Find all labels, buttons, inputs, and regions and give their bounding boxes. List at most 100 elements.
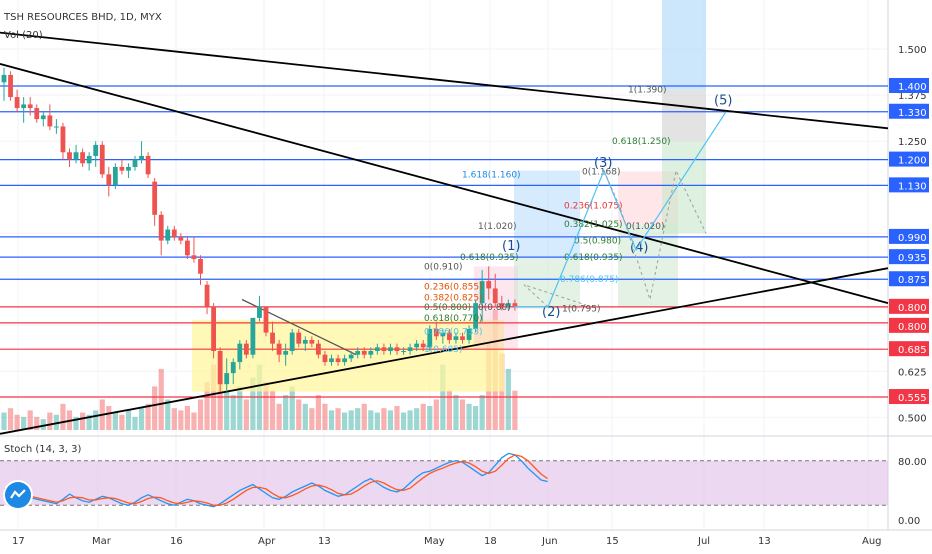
candle-body (211, 306, 216, 352)
volume-bar (473, 406, 479, 430)
time-tick-label: 15 (606, 536, 619, 547)
price-axis-badge-red (889, 341, 929, 357)
candle-body (165, 229, 171, 241)
price-tick-label: 1.250 (898, 137, 927, 148)
fib-label-right: 0.618(0.935) (564, 253, 623, 263)
volume-bar (243, 399, 249, 430)
fib-label-right: 0.236(1.075) (564, 202, 623, 212)
volume-bar (53, 414, 59, 430)
candle-body (479, 281, 485, 304)
candle-body (499, 303, 505, 307)
candle-body (80, 152, 85, 164)
time-tick-label: 16 (170, 536, 183, 547)
price-axis-badge-text: 0.990 (898, 233, 927, 244)
elliott-wave-label: (5) (714, 93, 732, 108)
candle-body (460, 336, 465, 340)
candle-body (401, 351, 406, 353)
time-tick-label: Mar (92, 536, 112, 547)
volume-bar (204, 382, 210, 430)
fib-label-mid-right: 0.786(0.875) (560, 275, 619, 285)
candle-body (204, 284, 210, 307)
candle-body (243, 343, 249, 355)
volume-bar (466, 403, 472, 430)
volume-bar (315, 395, 321, 430)
volume-bar (479, 395, 485, 430)
volume-bar (453, 395, 459, 430)
fib-label-mid-right: 0(0.80) (478, 303, 511, 313)
projection-box-green (662, 141, 706, 234)
volume-bar (355, 408, 361, 430)
volume-bar (152, 386, 158, 430)
candle-body (198, 258, 203, 274)
price-axis-badge-blue (889, 177, 929, 193)
tradingview-logo-icon[interactable] (5, 482, 31, 508)
volume-bar (230, 395, 236, 430)
fib-label-right: 0.382(1.025) (564, 220, 623, 230)
volume-bar (309, 408, 315, 430)
candle-body (263, 306, 269, 333)
volume-bar (446, 390, 452, 430)
time-tick-label: 17 (12, 536, 25, 547)
volume-bar (40, 419, 46, 430)
fib-label-far: 1(1.390) (628, 86, 667, 96)
candle-body (40, 115, 46, 120)
target-zone-blue (514, 170, 580, 258)
volume-bar (250, 377, 256, 430)
price-tick-label: 1.375 (898, 91, 927, 102)
candle-body (224, 373, 230, 385)
time-tick-label: 18 (484, 536, 497, 547)
candle-body (139, 155, 144, 160)
candle-body (47, 115, 53, 127)
price-axis-badge-blue (889, 151, 929, 167)
candle-body (60, 126, 66, 153)
dashed-path (523, 284, 587, 308)
volume-bar (433, 399, 439, 430)
volume-bar (296, 399, 302, 430)
candle-body (420, 343, 426, 348)
volume-bar (414, 408, 420, 430)
volume-bar (171, 408, 177, 430)
candle-body (388, 347, 393, 352)
candle-body (329, 358, 334, 363)
candle-body (185, 240, 190, 256)
time-tick-label: Aug (862, 536, 882, 547)
volume-bar (158, 368, 164, 430)
volume-bar (361, 403, 367, 430)
price-axis-badge-text: 0.685 (898, 345, 927, 356)
candle-body (473, 303, 478, 329)
volume-bar (47, 412, 53, 430)
candle-body (93, 144, 99, 156)
candle-body (27, 104, 33, 109)
fib-label-right: 0(1.020) (626, 222, 665, 232)
candle-body (145, 155, 151, 175)
volume-bar (302, 403, 308, 430)
volume-bar (499, 353, 505, 430)
candle-body (21, 104, 27, 109)
volume-bar (289, 386, 295, 430)
price-axis-badge-red (889, 298, 929, 314)
projection-box-gray (662, 89, 706, 142)
volume-bar (7, 408, 14, 430)
volume-bar (407, 410, 413, 430)
candle-body (73, 152, 79, 160)
time-tick-label: Apr (258, 536, 276, 547)
candle-body (335, 358, 341, 363)
candle-body (447, 332, 452, 340)
volume-bar (283, 395, 289, 430)
price-tick-label: 0.500 (898, 413, 927, 424)
candle-body (1, 74, 7, 83)
chart-title: TSH RESOURCES BHD, 1D, MYX (4, 12, 162, 23)
volume-bar (14, 414, 20, 430)
candle-body (132, 159, 138, 167)
price-axis-badge-red (889, 389, 929, 405)
candle-body (374, 347, 380, 352)
volume-bar (263, 382, 269, 430)
fib-label-mid: 1.618(1.160) (462, 170, 521, 180)
fib-label-far: 0.618(1.250) (612, 137, 671, 147)
fib-label-mid: 0.618(0.935) (460, 253, 519, 263)
fib-zone-left (474, 266, 518, 350)
stoch-label: Stoch (14, 3, 3) (4, 444, 82, 455)
fib-label-left: 1(0.685) (424, 345, 463, 355)
